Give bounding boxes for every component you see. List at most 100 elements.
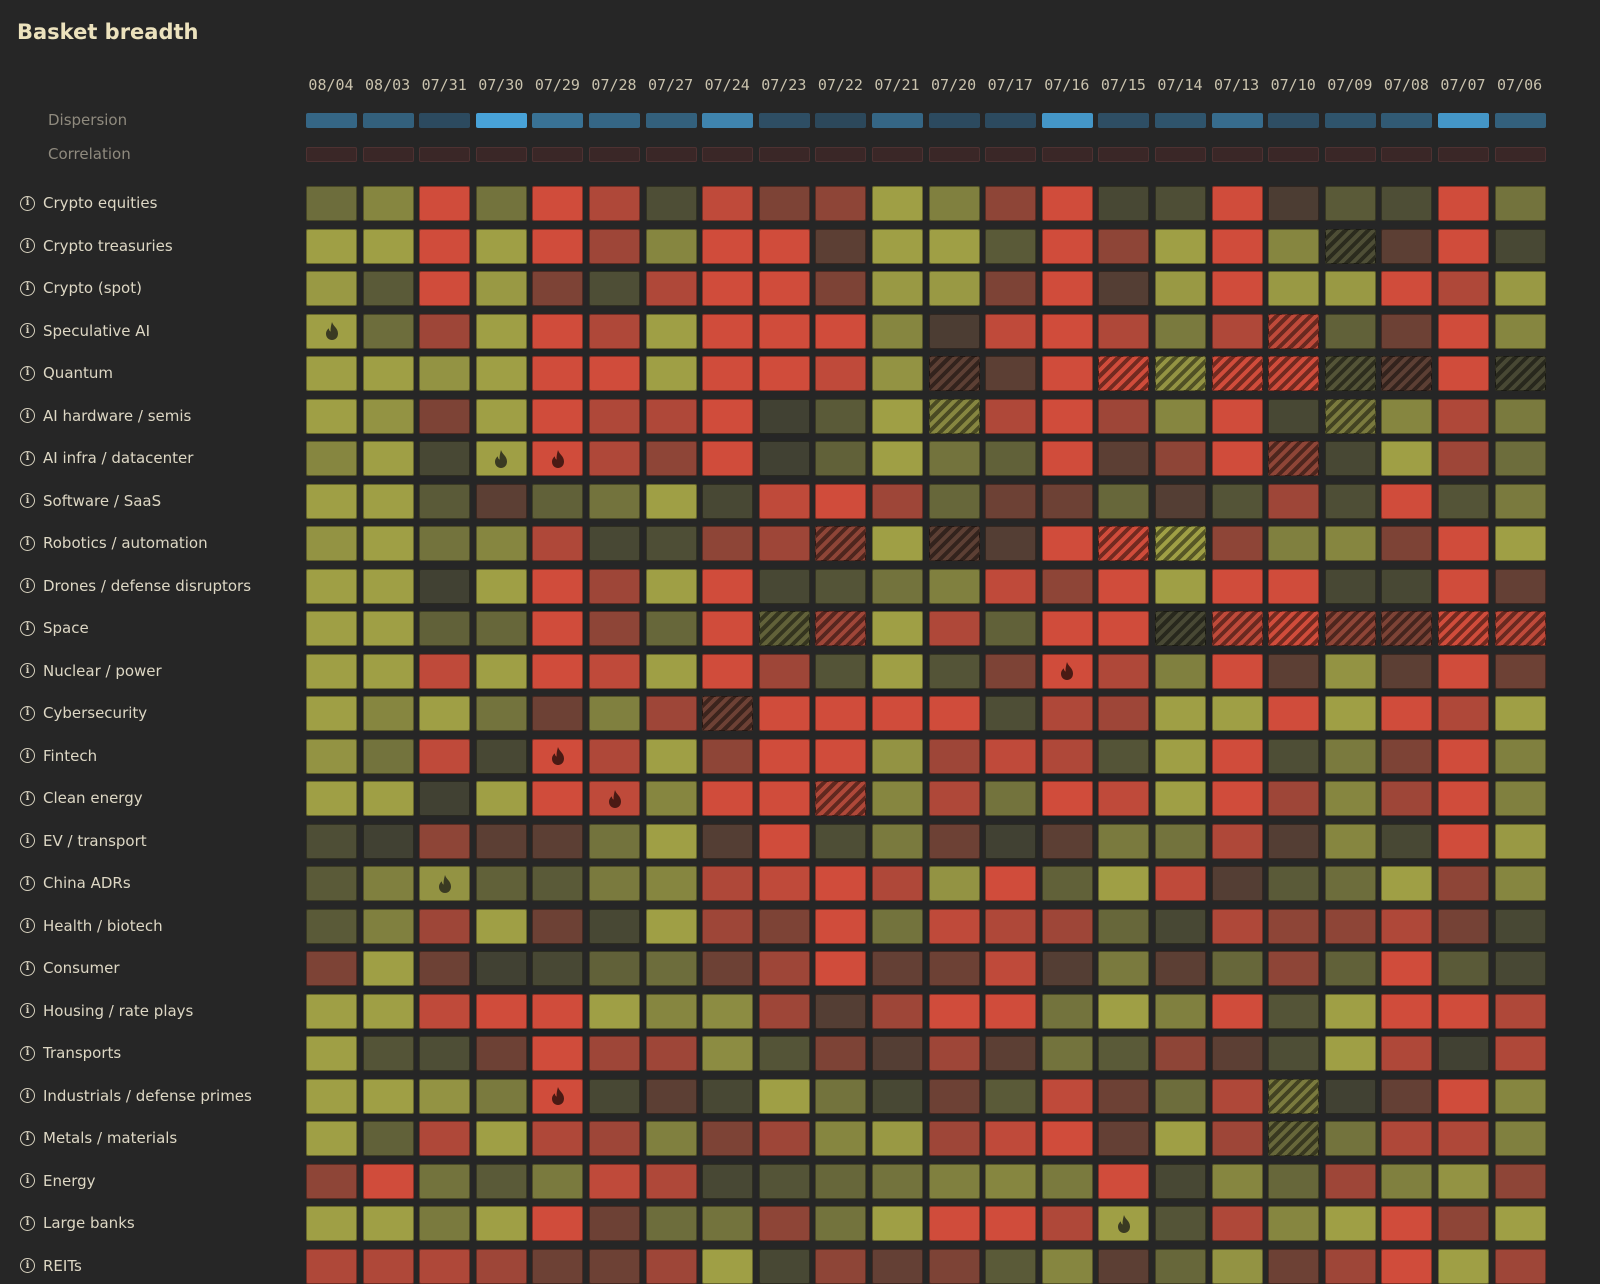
heatmap-cell[interactable] [1041,526,1093,561]
heatmap-cell[interactable] [872,1078,923,1114]
heatmap-cell[interactable] [928,1121,980,1156]
heatmap-cell[interactable] [1155,1206,1206,1241]
heatmap-cell[interactable] [475,866,527,901]
info-icon[interactable]: i [20,578,35,593]
heatmap-cell[interactable] [1098,483,1150,519]
heatmap-cell[interactable] [306,441,357,476]
heatmap-cell[interactable] [702,1036,754,1071]
heatmap-cell[interactable] [985,866,1037,901]
heatmap-cell[interactable] [985,1121,1037,1156]
heatmap-cell[interactable] [702,526,754,561]
heatmap-cell[interactable] [1155,1036,1206,1071]
heatmap-cell[interactable] [589,1163,640,1199]
heatmap-cell[interactable] [362,313,414,349]
heatmap-cell[interactable] [1211,1248,1263,1284]
heatmap-cell[interactable] [475,228,527,264]
heatmap-cell[interactable] [1438,738,1489,774]
heatmap-cell[interactable] [1041,738,1093,774]
heatmap-cell[interactable] [1268,653,1320,689]
heatmap-cell[interactable] [1494,866,1546,901]
heatmap-cell[interactable] [1324,568,1376,604]
heatmap-cell[interactable] [419,441,471,476]
heatmap-cell[interactable] [645,568,697,604]
heatmap-cell[interactable] [758,611,810,646]
heatmap-cell[interactable] [475,823,527,859]
heatmap-cell[interactable] [985,1206,1037,1241]
heatmap-cell[interactable] [815,908,867,944]
basket-label[interactable]: i Quantum [20,356,113,390]
heatmap-cell[interactable] [1494,1078,1546,1114]
heatmap-cell[interactable] [475,653,527,689]
heatmap-cell[interactable] [532,1078,584,1114]
heatmap-cell[interactable] [419,228,471,264]
correlation-bar[interactable] [872,147,923,162]
heatmap-cell[interactable] [1324,1036,1376,1071]
heatmap-cell[interactable] [1381,568,1433,604]
heatmap-cell[interactable] [1041,653,1093,689]
dispersion-bar[interactable] [1438,113,1489,128]
heatmap-cell[interactable] [1268,611,1320,646]
heatmap-cell[interactable] [815,951,867,986]
heatmap-cell[interactable] [589,483,640,519]
heatmap-cell[interactable] [928,1163,980,1199]
correlation-bar[interactable] [1494,147,1546,162]
heatmap-cell[interactable] [306,186,357,221]
heatmap-cell[interactable] [1041,356,1093,391]
heatmap-cell[interactable] [419,1206,471,1241]
heatmap-cell[interactable] [1268,356,1320,391]
heatmap-cell[interactable] [758,1078,810,1114]
heatmap-cell[interactable] [306,696,357,731]
heatmap-cell[interactable] [306,908,357,944]
heatmap-cell[interactable] [1268,696,1320,731]
heatmap-cell[interactable] [1155,483,1206,519]
heatmap-cell[interactable] [1155,1078,1206,1114]
heatmap-cell[interactable] [362,483,414,519]
heatmap-cell[interactable] [1324,866,1376,901]
heatmap-cell[interactable] [306,1036,357,1071]
heatmap-cell[interactable] [1324,1206,1376,1241]
heatmap-cell[interactable] [985,1036,1037,1071]
heatmap-cell[interactable] [589,611,640,646]
dispersion-bar[interactable] [419,113,471,128]
heatmap-cell[interactable] [475,271,527,306]
heatmap-cell[interactable] [985,568,1037,604]
heatmap-cell[interactable] [758,483,810,519]
heatmap-cell[interactable] [362,1036,414,1071]
heatmap-cell[interactable] [1494,611,1546,646]
heatmap-cell[interactable] [872,653,923,689]
heatmap-cell[interactable] [1494,1206,1546,1241]
heatmap-cell[interactable] [1438,1078,1489,1114]
heatmap-cell[interactable] [306,738,357,774]
heatmap-cell[interactable] [872,951,923,986]
heatmap-cell[interactable] [1324,823,1376,859]
heatmap-cell[interactable] [872,823,923,859]
heatmap-cell[interactable] [928,1036,980,1071]
dispersion-bar[interactable] [306,113,357,128]
heatmap-cell[interactable] [1211,781,1263,816]
heatmap-cell[interactable] [702,186,754,221]
heatmap-cell[interactable] [362,1248,414,1284]
heatmap-cell[interactable] [758,313,810,349]
heatmap-cell[interactable] [1211,1206,1263,1241]
heatmap-cell[interactable] [1098,823,1150,859]
heatmap-cell[interactable] [1381,951,1433,986]
heatmap-cell[interactable] [1155,526,1206,561]
heatmap-cell[interactable] [362,993,414,1029]
heatmap-cell[interactable] [1438,356,1489,391]
heatmap-cell[interactable] [1155,823,1206,859]
heatmap-cell[interactable] [1438,993,1489,1029]
heatmap-cell[interactable] [1211,951,1263,986]
heatmap-cell[interactable] [758,398,810,434]
heatmap-cell[interactable] [1211,441,1263,476]
heatmap-cell[interactable] [475,1248,527,1284]
heatmap-cell[interactable] [1211,611,1263,646]
heatmap-cell[interactable] [1155,866,1206,901]
heatmap-cell[interactable] [985,951,1037,986]
heatmap-cell[interactable] [419,951,471,986]
heatmap-cell[interactable] [815,1036,867,1071]
heatmap-cell[interactable] [815,611,867,646]
correlation-bar[interactable] [1268,147,1320,162]
heatmap-cell[interactable] [645,781,697,816]
heatmap-cell[interactable] [589,653,640,689]
correlation-bar[interactable] [589,147,640,162]
